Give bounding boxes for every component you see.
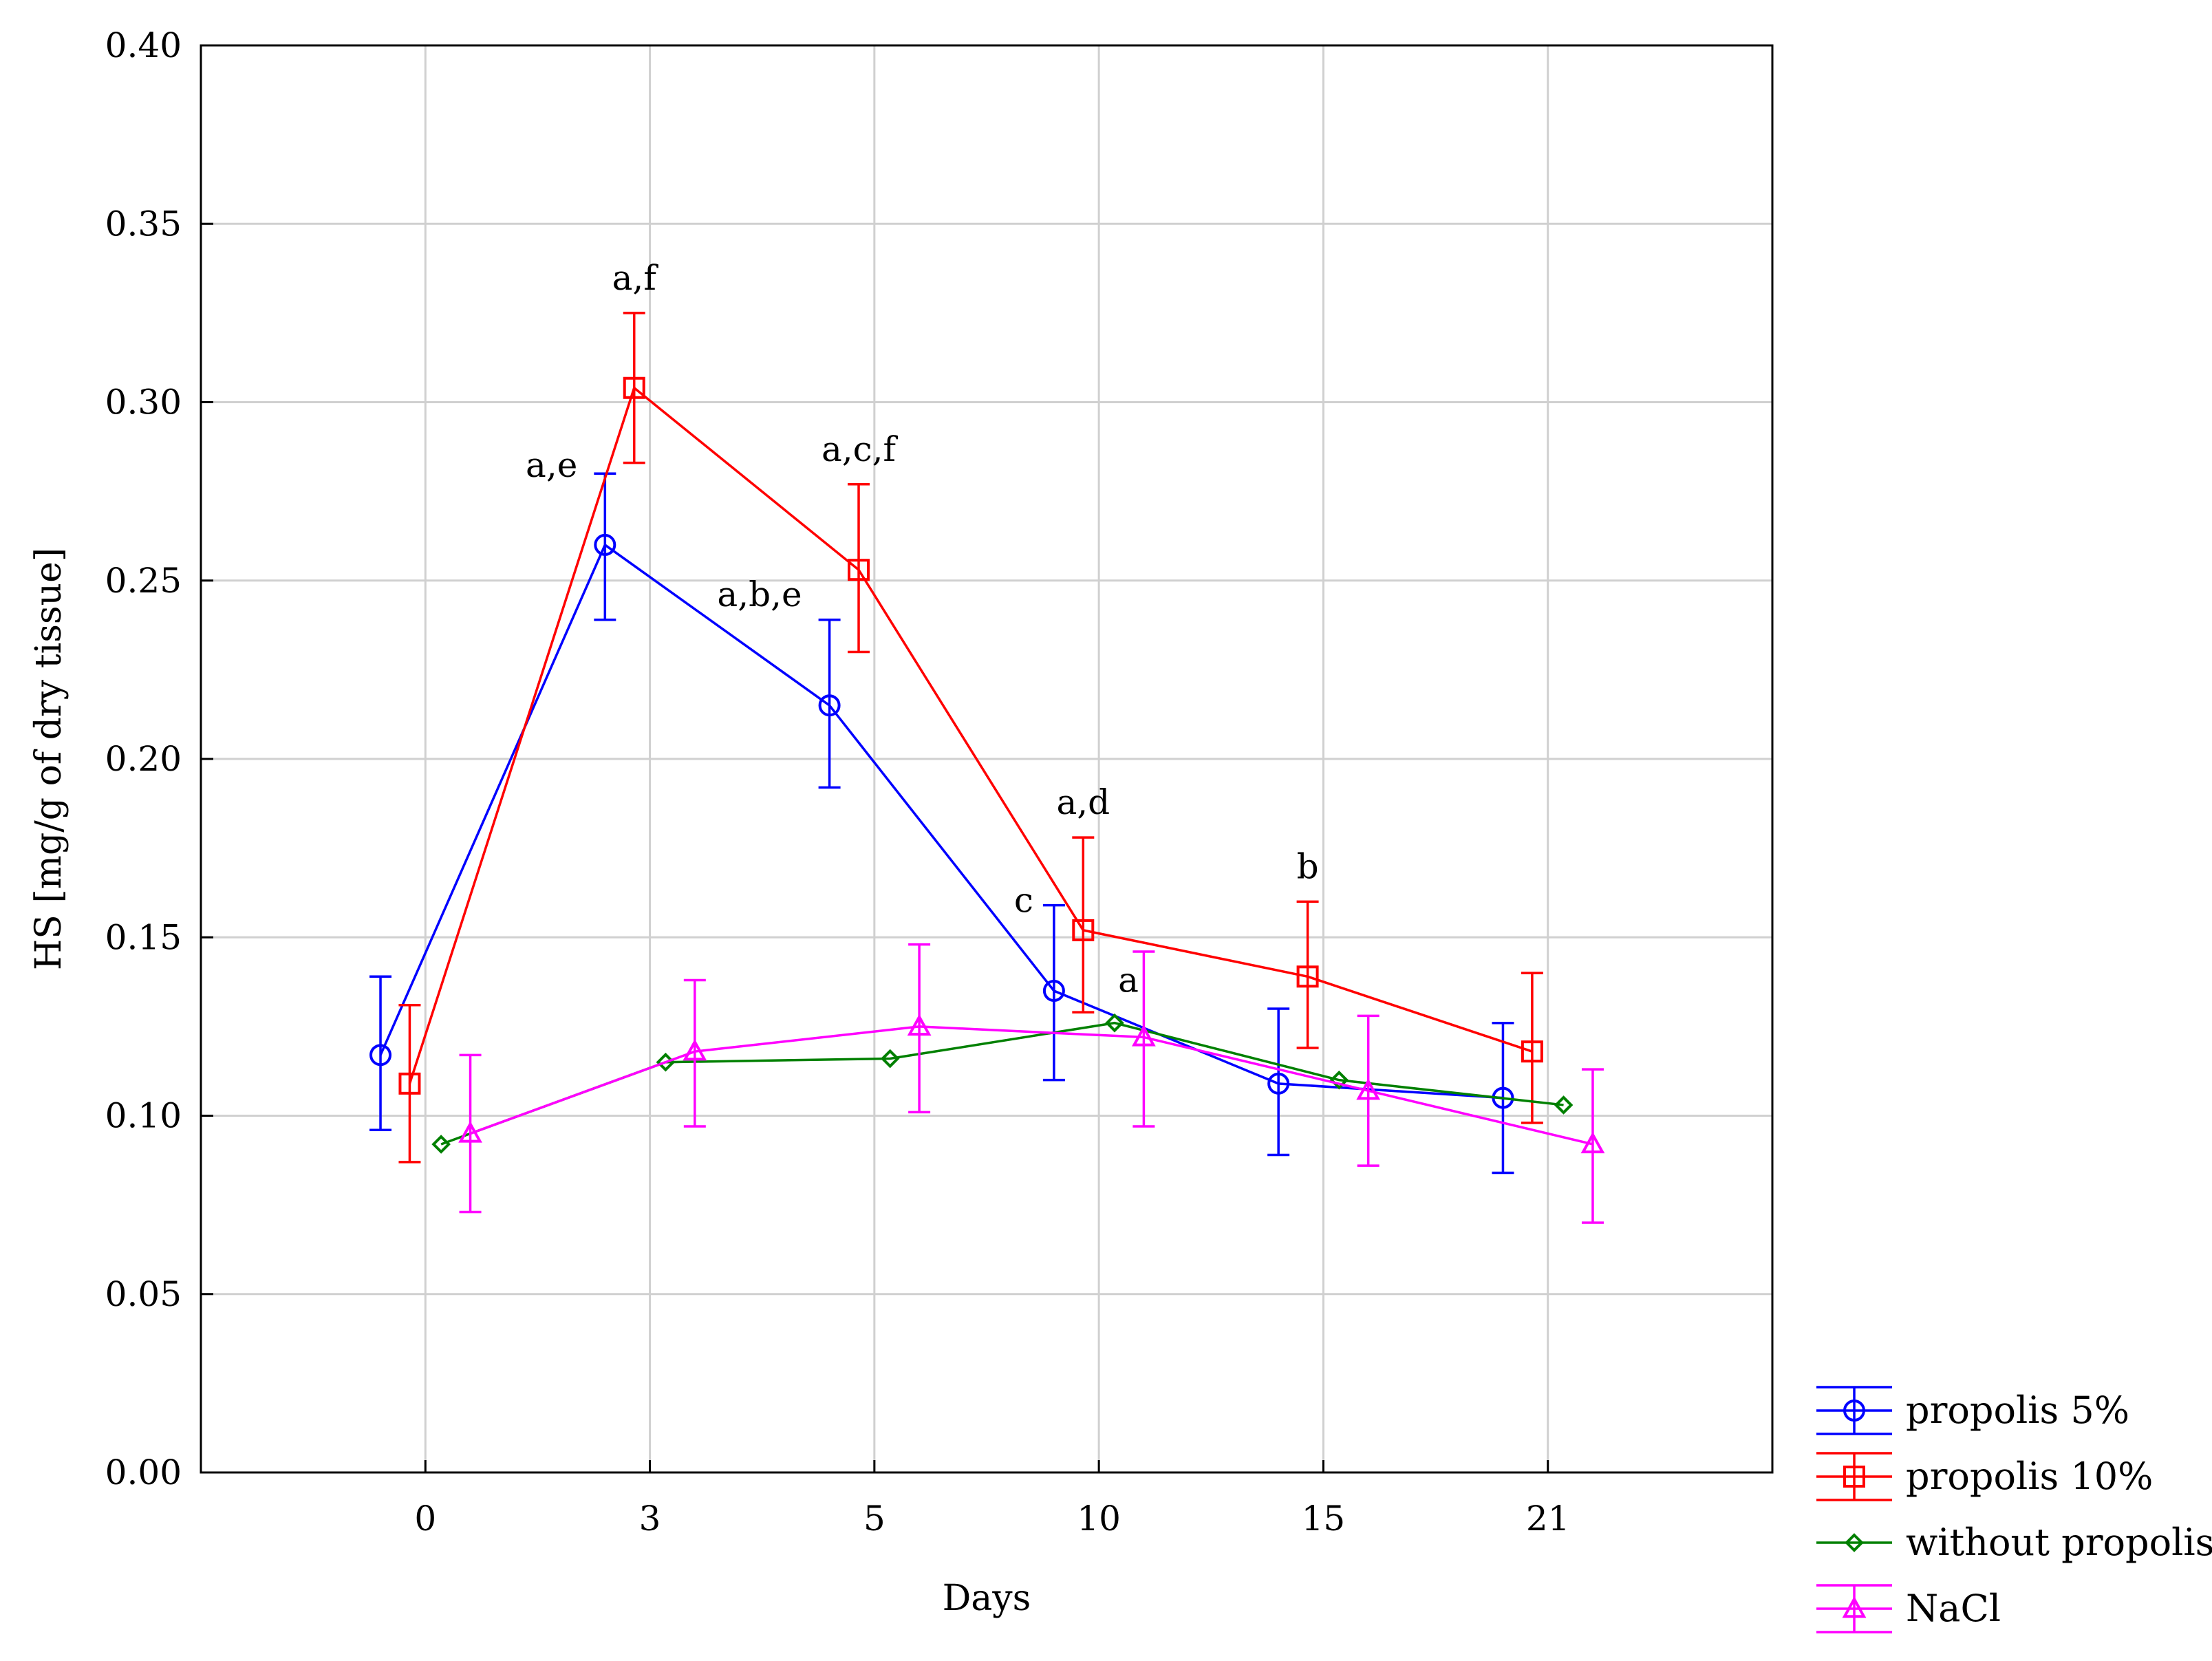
error-bar [1267,1007,1290,1157]
x-tick-label: 0 [414,1499,436,1539]
y-tick-label: 0.15 [105,917,182,957]
significance-label: b [1297,846,1319,886]
data-point [818,694,841,717]
significance-label: a,f [612,258,659,298]
series-3 [458,943,1605,1224]
legend-label: without propolis [1906,1521,2212,1564]
grid [201,45,1772,1472]
significance-label: a,e [526,445,577,485]
legend-entry: propolis 10% [1816,1452,2153,1501]
legend-entry: propolis 5% [1816,1386,2129,1435]
error-bar [683,978,706,1128]
y-tick-label: 0.10 [105,1096,182,1136]
y-tick-label: 0.25 [105,561,182,601]
significance-label: c [1014,881,1033,921]
significance-label: a [1118,961,1139,1000]
series-1 [398,312,1543,1164]
x-tick-label: 5 [863,1499,885,1539]
x-tick-label: 15 [1302,1499,1346,1539]
y-tick-label: 0.40 [105,25,182,65]
data-point [1072,919,1095,941]
data-point [1554,1095,1574,1115]
error-bar [818,619,841,789]
error-bar [1521,972,1543,1124]
data-point [1329,1070,1349,1090]
data-point [848,559,870,581]
significance-label: a,d [1056,782,1110,822]
legend-entry: without propolis [1816,1521,2212,1564]
error-bar [1357,1014,1379,1167]
data-point [1356,1078,1381,1100]
y-axis-ticks: 0.00 0.05 0.10 0.15 0.20 0.25 0.30 0.35 0.40 [105,25,213,1492]
data-point [623,376,645,399]
data-point [1267,1072,1290,1095]
data-point [1580,1131,1605,1154]
error-bar [1072,836,1095,1014]
legend-label: propolis 5% [1906,1389,2129,1432]
error-bar [1042,903,1065,1082]
data-point [907,1014,932,1036]
data-point [458,1121,482,1143]
y-tick-label: 0.30 [105,383,182,422]
data-point [398,1072,421,1095]
data-point [369,1044,392,1067]
y-tick-label: 0.20 [105,739,182,779]
significance-label: a,c,f [822,429,899,469]
y-axis-title: HS [mg/g of dry tissue] [28,548,69,970]
legend-label: propolis 10% [1906,1455,2153,1498]
error-bar [1581,1068,1604,1224]
y-tick-label: 0.00 [105,1453,182,1492]
x-tick-label: 21 [1526,1499,1570,1539]
y-tick-label: 0.35 [105,204,182,244]
series-layer [369,312,1605,1224]
data-point [1132,1025,1156,1047]
series-line [379,543,1503,1100]
data-point [880,1049,900,1069]
error-bar [459,1053,482,1214]
x-tick-label: 3 [639,1499,661,1539]
data-point [1296,965,1319,988]
error-bar [1296,900,1319,1049]
x-tick-label: 10 [1077,1499,1121,1539]
data-point [594,533,616,556]
error-bar [594,472,616,621]
error-bar [623,312,645,464]
data-point [1521,1040,1543,1063]
annotation-layer: a,e a,f a,b,e a,c,f a,d c a b [526,258,1319,1000]
data-point [1042,980,1065,1003]
error-bar [848,483,870,654]
data-point [683,1039,707,1061]
significance-label: a,b,e [717,575,802,614]
series-line [408,385,1533,1084]
data-point [431,1135,451,1154]
legend: propolis 5% propolis 10% without propolis N… [1816,1386,2212,1633]
series-line [469,1025,1593,1146]
y-tick-label: 0.05 [105,1274,182,1314]
x-axis-ticks: 0 3 5 10 15 21 [414,1460,1570,1539]
x-axis-title: Days [943,1578,1031,1619]
error-bar [398,1004,421,1164]
data-point [1105,1013,1124,1033]
legend-entry: NaCl [1816,1584,2001,1633]
error-bar [369,975,392,1131]
legend-label: NaCl [1906,1587,2001,1630]
error-bar [908,943,931,1114]
series-0 [369,472,1514,1175]
error-bar [1132,950,1155,1128]
